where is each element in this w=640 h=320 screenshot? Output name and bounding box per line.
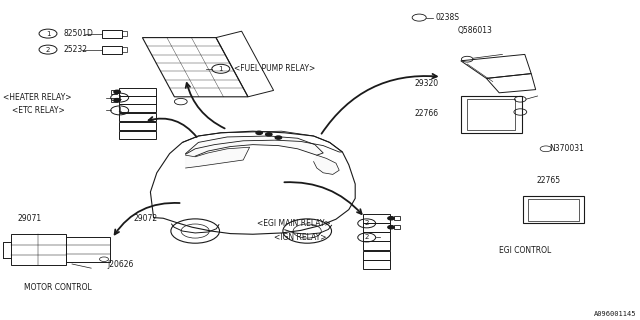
Text: 0238S: 0238S xyxy=(435,13,460,22)
Bar xyxy=(119,104,156,112)
Text: <EGI MAIN RELAY>: <EGI MAIN RELAY> xyxy=(257,219,331,228)
Bar xyxy=(363,223,390,232)
Bar xyxy=(467,99,515,130)
Bar xyxy=(65,237,110,262)
Circle shape xyxy=(388,226,394,229)
Text: 1: 1 xyxy=(117,95,122,100)
Bar xyxy=(363,214,390,223)
Bar xyxy=(102,29,122,37)
Text: 22765: 22765 xyxy=(536,176,561,185)
Bar xyxy=(102,46,122,53)
Text: 1: 1 xyxy=(45,31,51,36)
Bar xyxy=(461,96,522,133)
Text: 2: 2 xyxy=(365,235,369,240)
Circle shape xyxy=(266,133,272,136)
Bar xyxy=(363,241,390,250)
Bar xyxy=(529,198,579,221)
Text: 1: 1 xyxy=(117,108,122,113)
Text: J20626: J20626 xyxy=(108,260,134,269)
Bar xyxy=(363,260,390,269)
Bar xyxy=(119,96,156,104)
Polygon shape xyxy=(314,155,339,174)
Bar xyxy=(524,196,584,223)
Bar xyxy=(119,88,156,96)
Text: 25232: 25232 xyxy=(64,45,88,54)
Circle shape xyxy=(256,131,262,134)
Text: MOTOR CONTROL: MOTOR CONTROL xyxy=(24,283,92,292)
Text: EGI CONTROL: EGI CONTROL xyxy=(499,246,551,255)
Text: 29320: 29320 xyxy=(415,79,439,88)
Polygon shape xyxy=(186,147,250,168)
Circle shape xyxy=(114,99,120,102)
Text: <ETC RELAY>: <ETC RELAY> xyxy=(12,106,64,115)
Circle shape xyxy=(388,217,394,220)
Bar xyxy=(111,98,117,102)
Bar xyxy=(111,90,117,94)
Bar xyxy=(119,122,156,130)
Text: <HEATER RELAY>: <HEATER RELAY> xyxy=(3,93,72,102)
Bar xyxy=(122,31,127,36)
Bar xyxy=(119,113,156,121)
Bar xyxy=(11,234,66,265)
Bar xyxy=(363,232,390,241)
Bar xyxy=(122,47,127,52)
Text: 2: 2 xyxy=(46,47,50,52)
Text: Q586013: Q586013 xyxy=(458,26,492,35)
Text: <IGN RELAY>: <IGN RELAY> xyxy=(274,233,326,242)
Bar xyxy=(394,225,400,229)
Text: A096001145: A096001145 xyxy=(595,311,637,317)
Text: 29072: 29072 xyxy=(133,214,157,223)
Text: 2: 2 xyxy=(365,220,369,226)
Text: <FUEL PUMP RELAY>: <FUEL PUMP RELAY> xyxy=(234,64,315,73)
Circle shape xyxy=(114,90,120,93)
Text: 29071: 29071 xyxy=(17,214,42,223)
Text: N370031: N370031 xyxy=(549,144,584,153)
Circle shape xyxy=(275,136,282,139)
Bar xyxy=(394,216,400,220)
Bar xyxy=(119,131,156,140)
Polygon shape xyxy=(186,136,323,156)
Text: 1: 1 xyxy=(218,66,223,72)
Text: 22766: 22766 xyxy=(415,109,439,118)
Text: 82501D: 82501D xyxy=(64,29,94,38)
Bar xyxy=(363,251,390,260)
